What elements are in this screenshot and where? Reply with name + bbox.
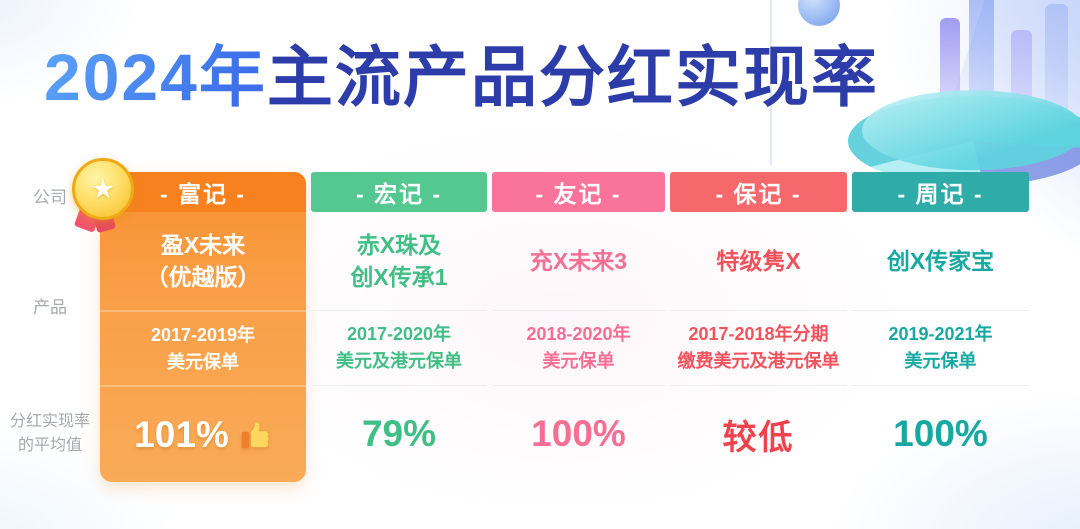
decoration-line: [770, 0, 772, 165]
product-name: 创X传家宝: [886, 247, 995, 274]
rate-value: 79%: [311, 385, 487, 482]
column-youji: - 友记 - 充X未来3 2018-2020年 美元保单 100%: [492, 172, 665, 482]
product-name: 盈X未来 （优越版）: [145, 231, 261, 290]
company-header: - 宏记 -: [311, 172, 487, 212]
column-zhouji: - 周记 - 创X传家宝 2019-2021年 美元保单 100%: [852, 172, 1029, 482]
medal-coin: ★: [72, 158, 134, 220]
company-header: - 保记 -: [670, 172, 847, 212]
rate-value: 101%: [100, 385, 306, 482]
policy-period: 2019-2021年 美元保单: [852, 310, 1029, 385]
title-year: 2024年: [44, 40, 267, 114]
column-hongji: - 宏记 - 赤X珠及 创X传承1 2017-2020年 美元及港元保单 79%: [311, 172, 487, 482]
row-label-company: 公司: [33, 188, 67, 207]
policy-period: 2017-2018年分期 缴费美元及港元保单: [670, 310, 847, 385]
rate-value: 100%: [852, 385, 1029, 482]
policy-period: 2017-2019年 美元保单: [100, 310, 306, 385]
row-label-rate: 分红实现率 的平均值: [9, 413, 90, 454]
company-header: - 友记 -: [492, 172, 665, 212]
column-baoji: - 保记 - 特级隽X 2017-2018年分期 缴费美元及港元保单 较低: [670, 172, 847, 482]
column-fuji: - 富记 - 盈X未来 （优越版） 2017-2019年 美元保单 101%: [100, 172, 306, 482]
pie-chart-icon: [848, 90, 1080, 186]
product-name: 特级隽X: [716, 247, 801, 274]
rate-value: 较低: [670, 385, 847, 482]
company-header: - 周记 -: [852, 172, 1029, 212]
gold-medal-icon: ★: [70, 156, 166, 252]
rate-value: 100%: [492, 385, 665, 482]
sphere-icon: [798, 0, 840, 26]
thumbs-up-icon: [241, 422, 269, 449]
chart-illustration: [770, 0, 1080, 300]
row-label-product: 产品: [33, 298, 67, 317]
policy-period: 2017-2020年 美元及港元保单: [311, 310, 487, 385]
policy-period: 2018-2020年 美元保单: [492, 310, 665, 385]
page-title: 2024年主流产品分红实现率: [44, 36, 879, 119]
title-main: 主流产品分红实现率: [266, 40, 879, 114]
company-header: - 富记 -: [100, 172, 306, 212]
product-name: 充X未来3: [529, 247, 628, 274]
product-name: 赤X珠及 创X传承1: [350, 231, 448, 290]
medal-star-icon: ★: [90, 173, 116, 205]
